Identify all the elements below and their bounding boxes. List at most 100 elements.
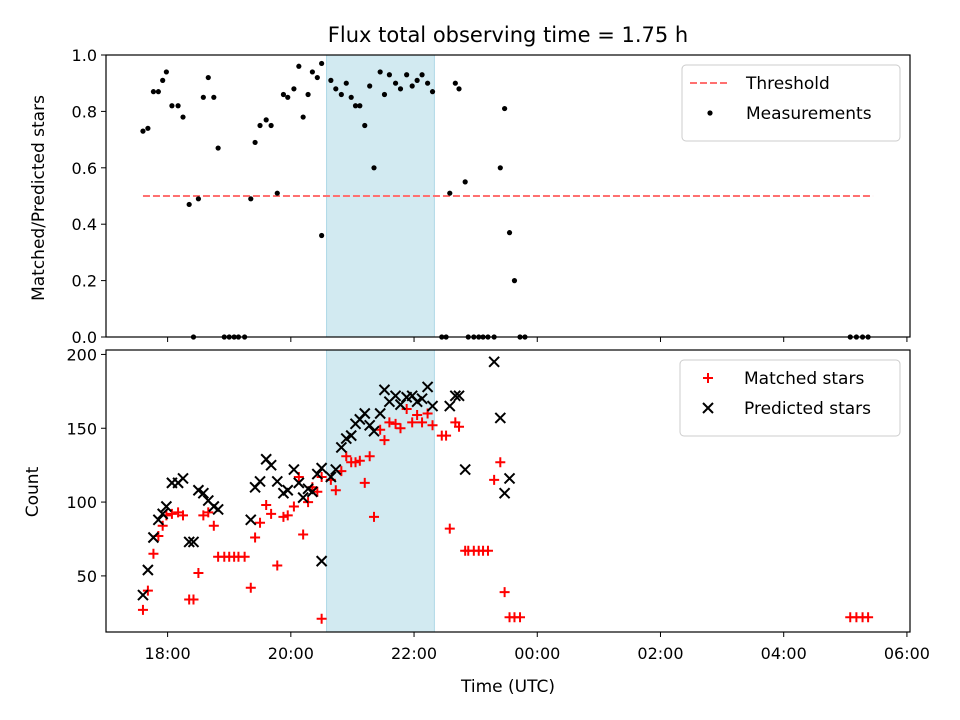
data-point: [200, 94, 206, 100]
data-point: [319, 60, 325, 67]
data-point: [515, 612, 526, 623]
data-point: [156, 508, 169, 520]
series-0: [137, 404, 874, 624]
data-point: [459, 463, 471, 476]
data-point: [193, 567, 204, 578]
data-point: [245, 582, 256, 593]
data-point: [142, 564, 154, 576]
bottom-plot-area: 50 100 150 200 18:00 20:00 22:00 00:00 02:00 04:0…: [66, 345, 930, 663]
data-point: [285, 94, 291, 100]
data-point: [298, 529, 309, 540]
x-tick-label: 04:00: [761, 644, 807, 663]
data-point: [272, 560, 283, 571]
data-point: [252, 139, 258, 146]
data-point: [367, 83, 373, 89]
data-point: [462, 179, 468, 185]
series-0: [140, 60, 871, 340]
data-point: [148, 548, 159, 559]
data-point: [311, 468, 324, 480]
data-point: [316, 613, 327, 624]
data-point: [354, 455, 365, 466]
data-point: [441, 430, 452, 441]
data-point: [362, 122, 368, 129]
data-point: [499, 587, 510, 598]
data-point: [315, 462, 328, 474]
data-point: [369, 511, 379, 522]
data-point: [163, 69, 169, 75]
y-tick-label: 0.0: [72, 328, 97, 347]
y-tick-label: 0.6: [72, 159, 97, 178]
data-point: [169, 103, 175, 109]
data-point: [419, 72, 425, 78]
data-point: [245, 514, 257, 526]
data-point: [497, 165, 503, 171]
data-point: [187, 536, 200, 548]
legend: Matched stars Predicted stars: [679, 359, 901, 437]
data-point: [381, 91, 388, 98]
y-tick-label: 200: [66, 345, 97, 364]
legend-label: Predicted stars: [744, 399, 871, 419]
data-point: [348, 94, 354, 100]
y-tick-label: 0.8: [72, 102, 97, 121]
data-point: [378, 384, 391, 396]
data-point: [377, 69, 383, 75]
y-tick-label: 0.2: [72, 272, 97, 291]
data-point: [863, 612, 874, 623]
data-point: [427, 420, 438, 431]
plot-frame: [105, 349, 911, 633]
data-point: [414, 77, 420, 83]
legend: Threshold Measurements: [681, 64, 901, 142]
data-point: [145, 125, 151, 131]
top-plot-area: 0.0 0.2 0.4 0.6 0.8 1.0 Threshold Measurements: [72, 46, 911, 347]
data-point: [409, 83, 415, 89]
legend-marker: [707, 110, 713, 116]
data-point: [280, 91, 287, 98]
data-point: [140, 128, 146, 134]
data-point: [494, 412, 507, 424]
data-point: [195, 196, 202, 202]
data-point: [309, 69, 315, 75]
data-point: [188, 594, 199, 605]
data-point: [288, 463, 300, 476]
data-point: [160, 77, 166, 83]
data-point: [328, 77, 334, 83]
data-point: [503, 472, 516, 485]
data-point: [255, 517, 266, 528]
data-point: [341, 451, 352, 462]
data-point: [186, 201, 192, 208]
data-point: [449, 390, 462, 402]
data-point: [392, 80, 399, 86]
data-point: [305, 91, 311, 98]
data-point: [263, 117, 269, 123]
data-point: [297, 491, 309, 504]
data-point: [456, 86, 462, 92]
data-point: [152, 514, 165, 526]
data-point: [368, 425, 380, 437]
chart-title: Flux total observing time = 1.75 h: [328, 23, 688, 47]
data-point: [417, 417, 428, 428]
x-tick-label: 22:00: [391, 644, 437, 663]
data-point: [488, 356, 500, 368]
data-point: [271, 475, 283, 488]
data-point: [357, 103, 363, 109]
data-point: [447, 190, 453, 196]
top-y-axis-label: Matched/Predicted stars: [29, 95, 49, 301]
data-point: [444, 400, 456, 412]
data-point: [343, 80, 349, 86]
data-point: [306, 486, 319, 498]
data-point: [506, 230, 513, 236]
data-point: [314, 74, 320, 81]
data-point: [254, 475, 266, 488]
y-tick-label: 0.4: [72, 215, 97, 234]
data-point: [239, 551, 250, 562]
data-point: [183, 536, 195, 548]
data-point: [421, 381, 434, 393]
data-point: [453, 390, 465, 402]
data-point: [160, 500, 173, 513]
data-point: [379, 435, 390, 446]
data-point: [180, 114, 186, 120]
data-point: [261, 500, 272, 511]
data-point: [197, 487, 210, 499]
data-point: [296, 63, 302, 69]
